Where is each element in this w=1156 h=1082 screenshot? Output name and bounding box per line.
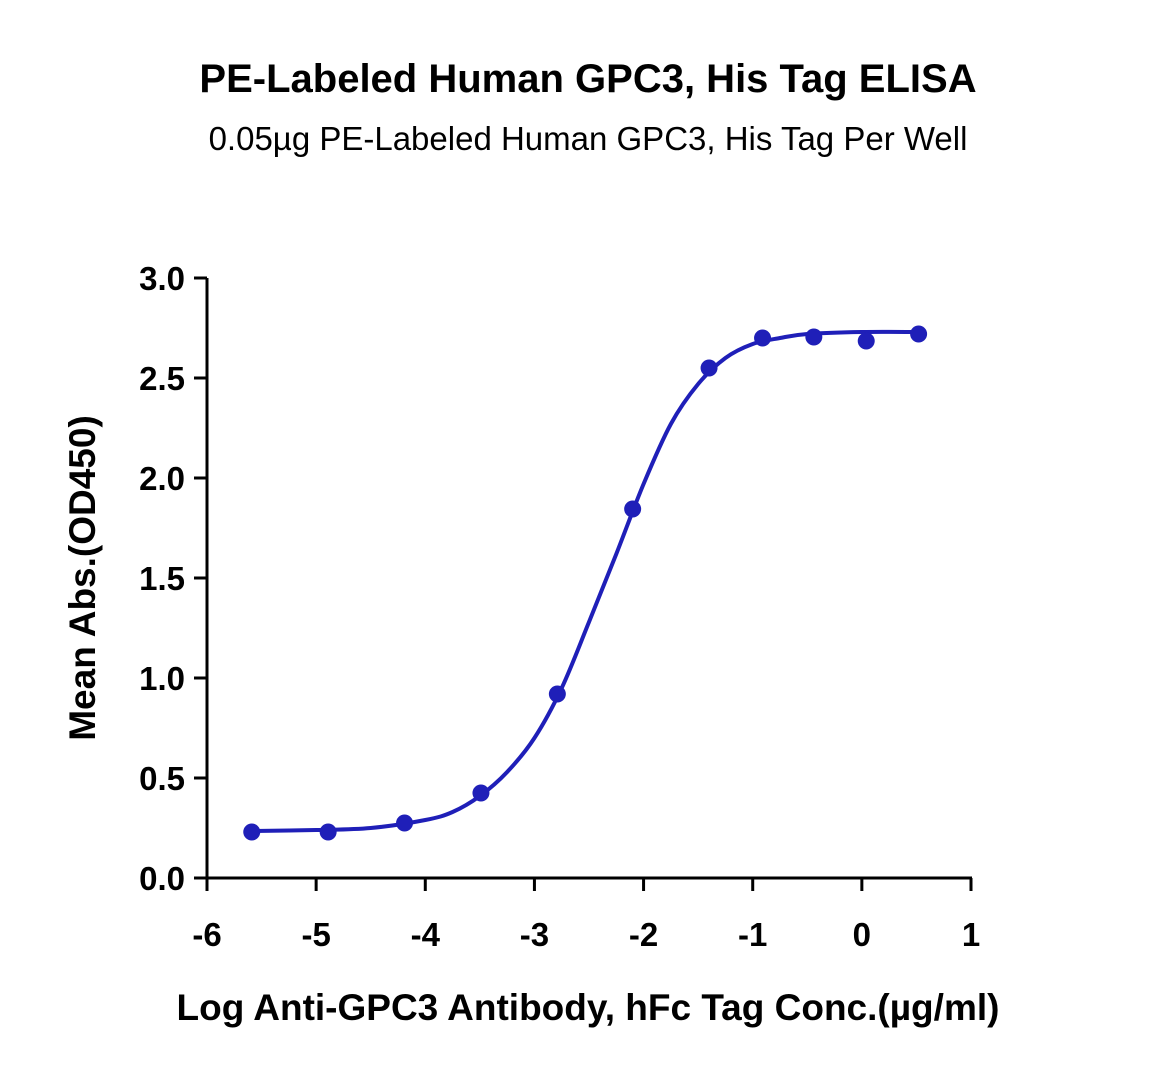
data-point <box>910 325 928 343</box>
y-tick-label: 0.0 <box>139 860 185 897</box>
x-axis-label: Log Anti-GPC3 Antibody, hFc Tag Conc.(µg… <box>177 987 1000 1028</box>
x-tick-label: -6 <box>192 916 221 953</box>
chart-subtitle: 0.05µg PE-Labeled Human GPC3, His Tag Pe… <box>209 120 968 157</box>
data-point <box>624 500 642 518</box>
x-tick-label: -2 <box>629 916 658 953</box>
fit-curve <box>250 329 917 833</box>
y-tick-label: 2.0 <box>139 460 185 497</box>
y-axis-label: Mean Abs.(OD450) <box>62 415 103 741</box>
data-point <box>754 329 772 347</box>
x-tick-label: -3 <box>520 916 549 953</box>
x-tick-label: -5 <box>301 916 330 953</box>
data-point <box>700 359 718 377</box>
y-tick-label: 0.5 <box>139 760 185 797</box>
y-tick-label: 1.0 <box>139 660 185 697</box>
x-tick-label: -1 <box>738 916 767 953</box>
y-tick-label: 3.0 <box>139 260 185 297</box>
x-tick-label: 1 <box>962 916 980 953</box>
chart-title: PE-Labeled Human GPC3, His Tag ELISA <box>199 57 976 101</box>
data-point <box>319 823 337 841</box>
data-point <box>805 328 823 346</box>
data-point <box>243 823 261 841</box>
y-tick-label: 2.5 <box>139 360 185 397</box>
data-point <box>472 784 490 802</box>
data-point <box>396 814 414 832</box>
y-tick-label: 1.5 <box>139 560 185 597</box>
data-point <box>548 685 566 703</box>
x-tick-label: -4 <box>411 916 441 953</box>
x-tick-label: 0 <box>853 916 871 953</box>
data-point <box>857 332 875 350</box>
